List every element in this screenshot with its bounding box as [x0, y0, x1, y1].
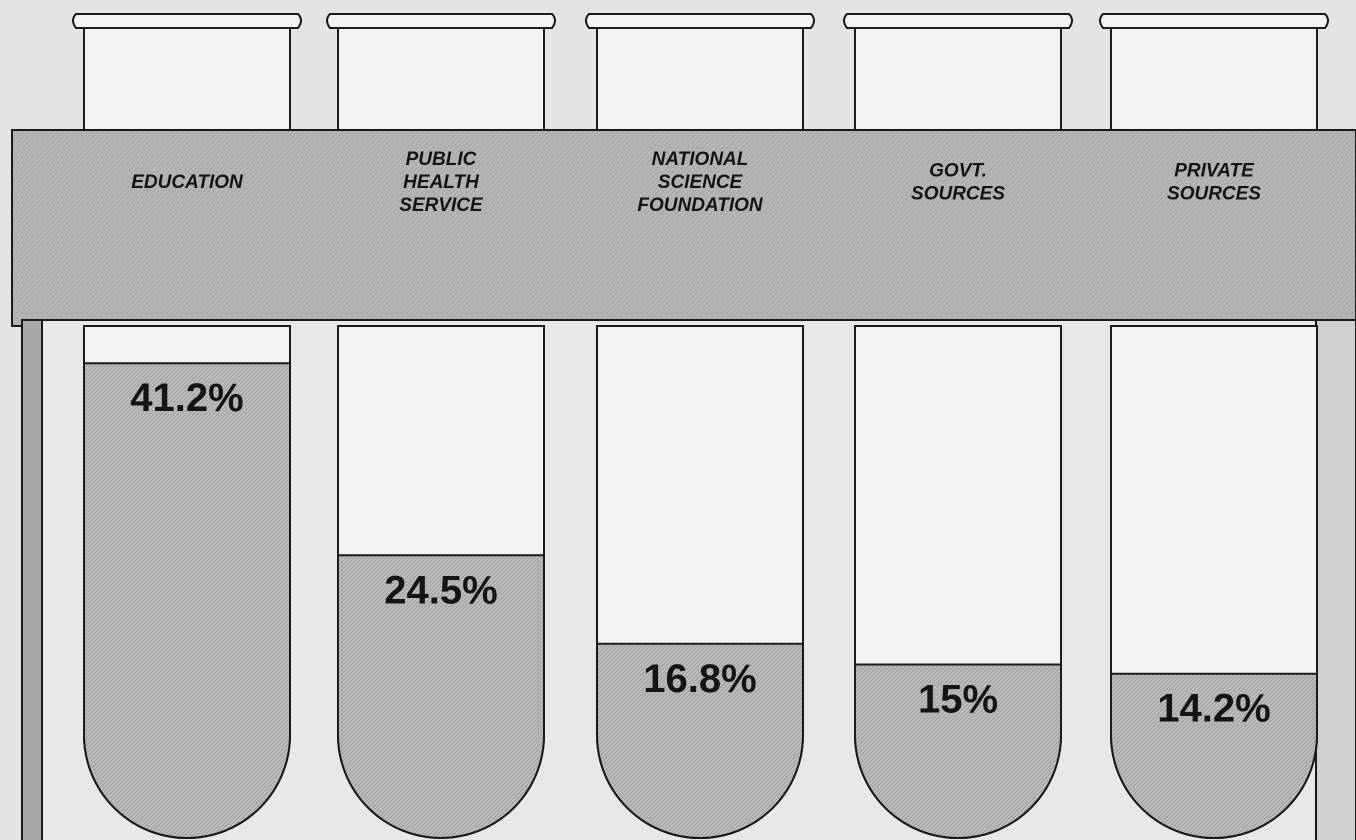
tube-2: 24.5% PUBLIC HEALTH SERVICE: [326, 13, 556, 839]
liquid-bar: [856, 664, 1060, 837]
value-label: 41.2%: [130, 376, 243, 420]
liquid-bar: [1112, 673, 1316, 837]
liquid-bar: [339, 555, 543, 837]
value-label: 16.8%: [643, 657, 756, 701]
tube-neck: [83, 27, 291, 131]
value-label: 24.5%: [384, 568, 497, 612]
value-label: 14.2%: [1157, 687, 1270, 731]
tube-lip: [843, 13, 1073, 29]
tube-outline: [337, 325, 545, 839]
category-label: PUBLIC HEALTH SERVICE: [399, 149, 484, 216]
category-label: NATIONAL SCIENCE FOUNDATION: [637, 149, 764, 216]
tubes-layer: 41.2% EDUCATION 24.5% PUBLIC HEALTH SERVICE 16…: [72, 13, 1329, 839]
value-label: 15%: [918, 678, 998, 722]
tube-lip: [72, 13, 302, 29]
tube-neck: [596, 27, 804, 131]
tube-outline: [1110, 325, 1318, 839]
tube-lip: [585, 13, 815, 29]
label-band: [11, 129, 1356, 327]
tube-outline: [596, 325, 804, 839]
tube-outline: [83, 325, 291, 839]
tube-neck: [854, 27, 1062, 131]
tube-neck: [1110, 27, 1318, 131]
tube-lip: [1099, 13, 1329, 29]
liquid-bar: [85, 363, 289, 837]
tube-lip: [326, 13, 556, 29]
tube-3: 16.8% NATIONAL SCIENCE FOUNDATION: [585, 13, 815, 839]
tube-outline: [854, 325, 1062, 839]
tube-4: 15% GOVT. SOURCES: [843, 13, 1073, 839]
category-label: GOVT. SOURCES: [911, 161, 1005, 205]
category-label: EDUCATION: [131, 172, 244, 193]
tube-1: 41.2% EDUCATION: [72, 13, 302, 839]
liquid-bar: [598, 643, 802, 837]
tube-neck: [337, 27, 545, 131]
tube-5: 14.2% PRIVATE SOURCES: [1099, 13, 1329, 839]
rack-right-post: [1315, 319, 1356, 840]
rack-left-post: [21, 319, 43, 840]
category-label: PRIVATE SOURCES: [1167, 161, 1261, 205]
